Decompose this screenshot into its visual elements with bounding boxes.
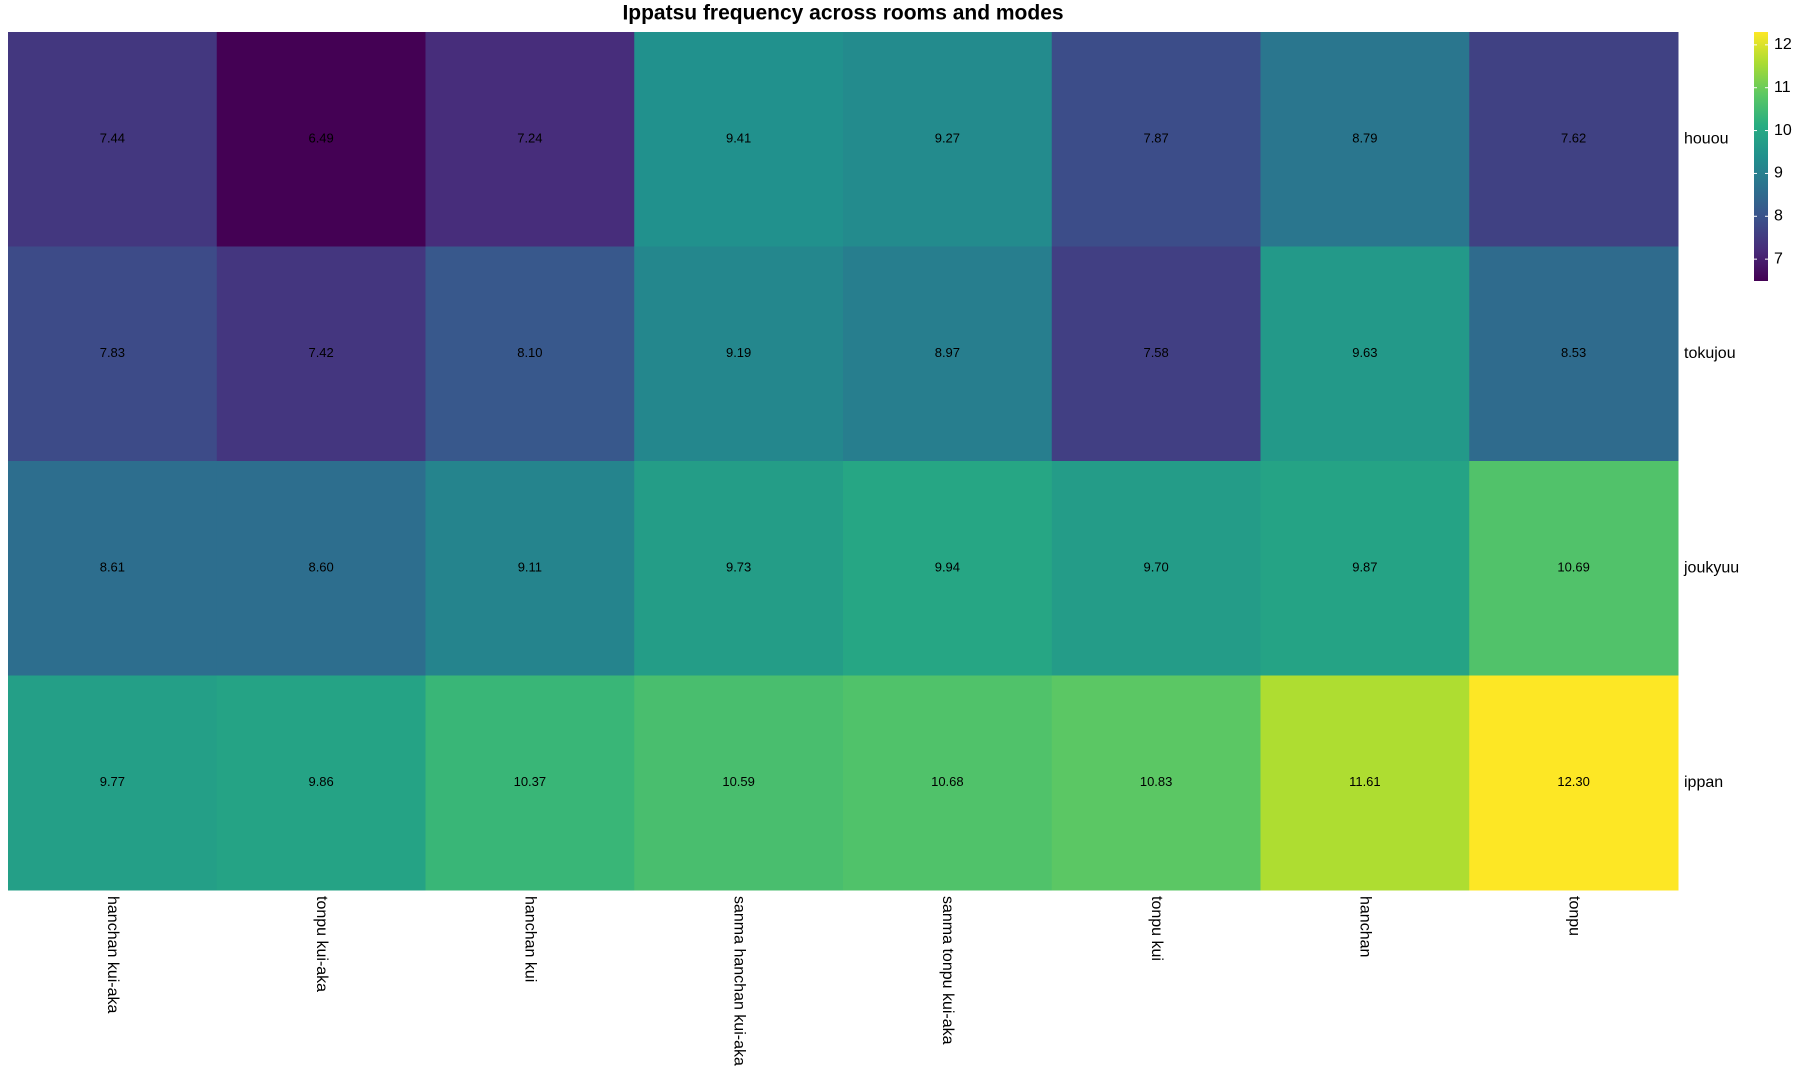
heatmap-cell (216, 32, 426, 247)
heatmap-cell (843, 32, 1053, 247)
heatmap-cell (1469, 461, 1679, 676)
cell-label: 9.94 (935, 560, 960, 575)
x-tick-label: sanma hanchan kui-aka (730, 896, 747, 1066)
heatmap-cell (1051, 32, 1261, 247)
cell-label: 7.58 (1143, 345, 1168, 360)
colorbar-tick-label: 11 (1774, 79, 1791, 96)
cell-label: 9.77 (100, 774, 125, 789)
heatmap-cell (8, 675, 218, 891)
heatmap-cell (216, 461, 426, 676)
cell-label: 9.41 (726, 131, 751, 146)
x-tick-label: hanchan (1357, 896, 1374, 957)
x-tick-label: tonpu kui-aka (313, 896, 330, 992)
heatmap-cell (8, 461, 218, 676)
heatmap-cell (8, 32, 218, 247)
cell-label: 9.27 (935, 131, 960, 146)
cell-label: 9.73 (726, 560, 751, 575)
heatmap-cell (1051, 461, 1261, 676)
cell-label: 9.19 (726, 345, 751, 360)
heatmap-cell (8, 246, 218, 462)
heatmap-cell (1260, 32, 1470, 247)
cell-label: 8.53 (1561, 345, 1586, 360)
x-tick-label: sanma tonpu kui-aka (939, 896, 956, 1045)
cell-label: 10.37 (514, 774, 547, 789)
cell-label: 6.49 (308, 131, 333, 146)
colorbar-tick-label: 8 (1774, 208, 1783, 225)
heatmap-cell (1469, 675, 1679, 891)
heatmap-cell (1260, 246, 1470, 462)
heatmap-cell (1469, 32, 1679, 247)
x-tick-label: tonpu kui (1148, 896, 1165, 961)
chart-title: Ippatsu frequency across rooms and modes (622, 2, 1063, 25)
heatmap-cell (634, 461, 844, 676)
cell-label: 10.59 (722, 774, 755, 789)
heatmap-cell (634, 675, 844, 891)
cell-label: 9.11 (518, 560, 542, 575)
y-tick-label: tokujou (1684, 345, 1736, 362)
heatmap-cell (216, 246, 426, 462)
cell-label: 8.10 (517, 345, 542, 360)
cell-label: 10.68 (931, 774, 964, 789)
heatmap-cell (425, 32, 635, 247)
cell-label: 7.42 (308, 345, 333, 360)
y-tick-label: joukyuu (1683, 559, 1739, 576)
heatmap-cell (216, 675, 426, 891)
cell-label: 10.69 (1557, 560, 1590, 575)
heatmap-cell (1051, 675, 1261, 891)
cell-label: 9.86 (308, 774, 333, 789)
cell-label: 9.63 (1352, 345, 1377, 360)
heatmap-cell (425, 675, 635, 891)
colorbar-tick-label: 7 (1774, 250, 1783, 267)
cell-label: 7.83 (100, 345, 125, 360)
cell-label: 9.87 (1352, 560, 1377, 575)
heatmap-cell (425, 461, 635, 676)
x-tick-label: hanchan kui (522, 896, 539, 982)
heatmap-cell (1260, 675, 1470, 891)
cell-label: 12.30 (1557, 774, 1590, 789)
y-tick-label: houou (1684, 130, 1729, 147)
cell-label: 11.61 (1349, 774, 1381, 789)
heatmap-cell (634, 32, 844, 247)
colorbar-tick-label: 9 (1774, 165, 1783, 182)
heatmap-cell (425, 246, 635, 462)
cell-label: 10.83 (1140, 774, 1173, 789)
heatmap-cell (634, 246, 844, 462)
cell-label: 7.44 (100, 131, 125, 146)
heatmap-cell (1260, 461, 1470, 676)
cell-label: 7.87 (1143, 131, 1168, 146)
heatmap-cell (1051, 246, 1261, 462)
cell-label: 8.79 (1352, 131, 1377, 146)
cell-label: 8.60 (308, 560, 333, 575)
heatmap-cell (1469, 246, 1679, 462)
colorbar-tick-label: 10 (1774, 122, 1792, 139)
cell-label: 8.97 (935, 345, 960, 360)
heatmap-cell (843, 675, 1053, 891)
heatmap-cell (843, 246, 1053, 462)
cell-label: 7.62 (1561, 131, 1586, 146)
x-tick-label: tonpu (1565, 896, 1582, 936)
colorbar-tick-label: 12 (1774, 36, 1792, 53)
cell-label: 8.61 (100, 560, 125, 575)
x-tick-label: hanchan kui-aka (104, 896, 121, 1014)
cell-label: 7.24 (517, 131, 542, 146)
heatmap-cell (843, 461, 1053, 676)
cell-label: 9.70 (1143, 560, 1168, 575)
y-tick-label: ippan (1684, 774, 1723, 791)
colorbar (1754, 32, 1768, 281)
